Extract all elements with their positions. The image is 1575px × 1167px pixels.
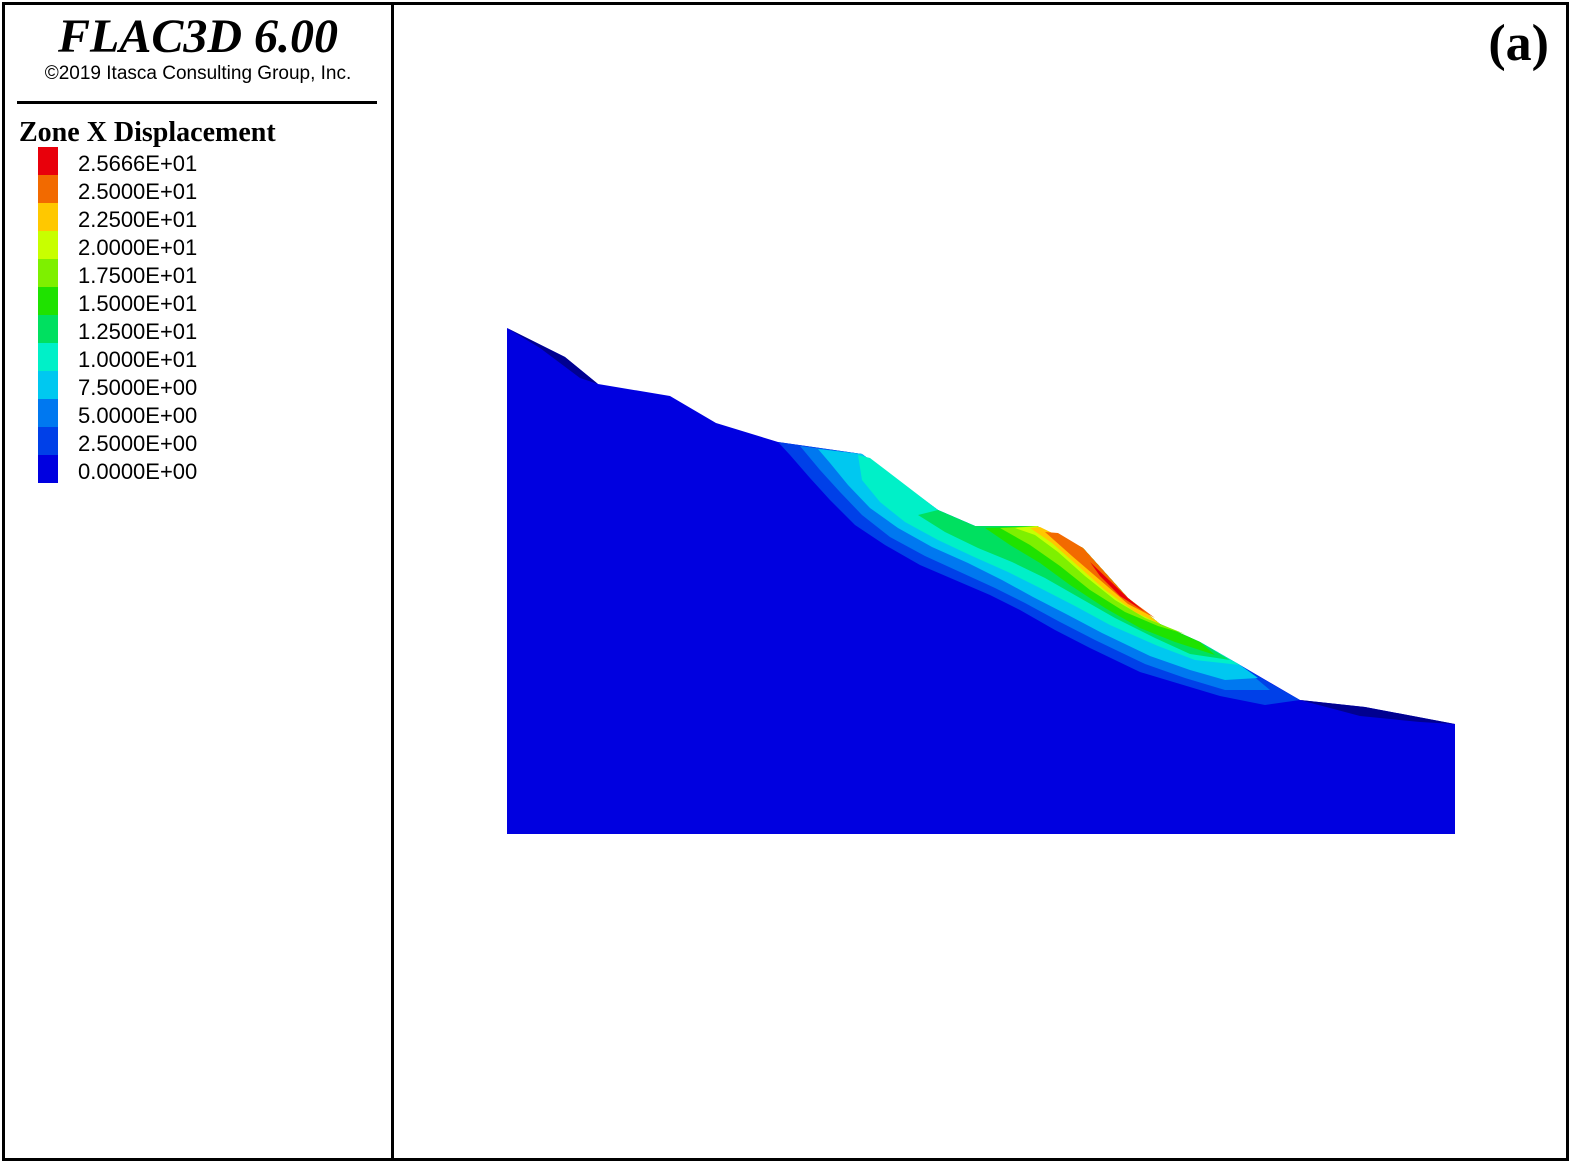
legend-swatch	[38, 371, 58, 399]
legend-swatch	[38, 259, 58, 287]
app-title: FLAC3D 6.00	[57, 10, 339, 63]
legend-swatch	[38, 147, 58, 175]
legend-label: 0.0000E+00	[78, 459, 198, 484]
legend-label: 1.0000E+01	[78, 347, 198, 372]
legend-swatch	[38, 427, 58, 455]
legend-sidebar: FLAC3D 6.00 ©2019 Itasca Consulting Grou…	[5, 5, 391, 1155]
legend-label: 1.7500E+01	[78, 263, 198, 288]
panel-label: (a)	[1488, 15, 1549, 72]
legend-swatch	[38, 287, 58, 315]
dark-edge-shading	[1300, 700, 1455, 724]
legend-label: 2.0000E+01	[78, 235, 198, 260]
legend-swatch	[38, 203, 58, 231]
legend-swatch	[38, 175, 58, 203]
legend-swatch	[38, 231, 58, 259]
legend-title: Zone X Displacement	[19, 117, 276, 148]
legend-swatch	[38, 315, 58, 343]
legend-swatch	[38, 399, 58, 427]
legend-label: 5.0000E+00	[78, 403, 198, 428]
legend-label: 1.2500E+01	[78, 319, 198, 344]
legend-label: 7.5000E+00	[78, 375, 198, 400]
panel-divider	[391, 2, 394, 1161]
legend-swatch	[38, 343, 58, 371]
legend-label: 2.5000E+00	[78, 431, 198, 456]
legend-label: 1.5000E+01	[78, 291, 198, 316]
legend-swatch	[38, 455, 58, 483]
copyright-text: ©2019 Itasca Consulting Group, Inc.	[44, 63, 352, 84]
legend-label: 2.5666E+01	[78, 151, 198, 176]
legend-label: 2.5000E+01	[78, 179, 198, 204]
dark-edge-shading	[507, 328, 598, 384]
header-rule	[17, 101, 377, 104]
legend-label: 2.2500E+01	[78, 207, 198, 232]
